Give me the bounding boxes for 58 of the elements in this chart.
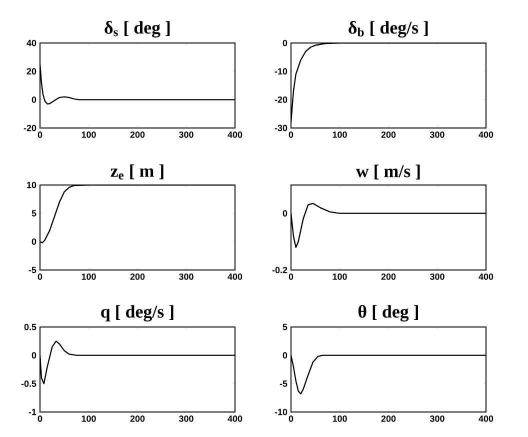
- y-tick-label: -30: [274, 124, 288, 132]
- y-tick-label: -0.2: [272, 266, 288, 274]
- y-tick-label: 0: [282, 352, 288, 359]
- y-tick-label: 0.5: [24, 324, 36, 330]
- y-tick-label: 5: [32, 210, 36, 216]
- x-tick-label: 300: [430, 132, 444, 138]
- y-tick-label: 0: [32, 352, 36, 359]
- x-tick-label: 100: [82, 416, 96, 422]
- chart-title: q [ deg/s ]: [101, 305, 174, 322]
- x-tick-label: 300: [430, 416, 444, 422]
- chart-title: w [ m/s ]: [356, 164, 420, 180]
- y-tick-label: -1: [28, 408, 36, 416]
- x-tick-label: 400: [478, 132, 494, 138]
- y-tick-label: -5: [28, 266, 36, 274]
- x-tick-label: 100: [82, 274, 96, 280]
- y-tick-label: 0: [282, 210, 288, 217]
- x-tick-label: 100: [82, 132, 96, 138]
- x-tick-label: 400: [228, 274, 242, 280]
- x-tick-label: 0: [288, 274, 294, 280]
- x-tick-label: 400: [228, 132, 242, 138]
- x-tick-label: 200: [130, 274, 145, 280]
- y-tick-label: -10: [274, 68, 288, 75]
- x-tick-label: 400: [478, 416, 494, 422]
- x-tick-label: 200: [130, 132, 145, 138]
- y-tick-label: -5: [280, 380, 288, 387]
- x-tick-label: 300: [178, 416, 194, 422]
- x-tick-label: 0: [288, 132, 294, 138]
- x-tick-label: 100: [332, 274, 347, 280]
- y-tick-label: 0: [282, 40, 288, 46]
- x-tick-label: 300: [178, 132, 194, 138]
- x-tick-label: 200: [381, 132, 396, 138]
- x-tick-label: 0: [288, 416, 294, 422]
- x-tick-label: 0: [38, 274, 42, 280]
- x-tick-label: 0: [38, 132, 42, 138]
- x-tick-label: 400: [478, 274, 494, 280]
- chart-title: δ$_{s}$ [ deg ]: [104, 21, 170, 38]
- y-tick-label: 10: [27, 182, 36, 188]
- x-tick-label: 300: [430, 274, 444, 280]
- y-tick-label: -20: [24, 124, 36, 132]
- y-tick-label: -0.5: [21, 380, 36, 387]
- y-tick-label: 0: [32, 238, 36, 245]
- chart-title: δ$_{b}$ [ deg/s ]: [348, 21, 428, 38]
- x-tick-label: 400: [228, 416, 242, 422]
- x-tick-label: 200: [381, 416, 396, 422]
- x-tick-label: 200: [130, 416, 145, 422]
- y-tick-label: 20: [26, 68, 36, 75]
- y-tick-label: -10: [274, 408, 288, 416]
- y-tick-label: 5: [282, 324, 288, 330]
- y-tick-label: -20: [274, 96, 288, 103]
- x-tick-label: 200: [381, 274, 396, 280]
- y-tick-label: 40: [26, 40, 36, 46]
- x-tick-label: 300: [178, 274, 194, 280]
- chart-title: θ [ deg ]: [358, 304, 418, 322]
- chart-title: z$_{e}$ [ m ]: [110, 164, 164, 180]
- x-tick-label: 100: [332, 416, 347, 422]
- y-tick-label: 0: [32, 96, 36, 103]
- x-tick-label: 0: [38, 416, 42, 422]
- x-tick-label: 100: [332, 132, 347, 138]
